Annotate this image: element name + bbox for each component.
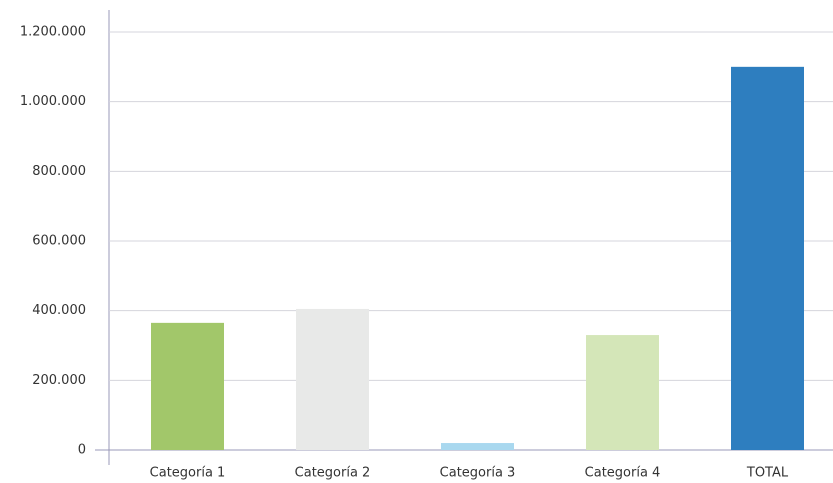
x-tick-label: Categoría 1 [150, 466, 226, 481]
y-tick-label: 1.000.000 [20, 94, 86, 109]
x-tick-label: Categoría 3 [440, 466, 516, 481]
bar [151, 322, 224, 450]
bar [441, 443, 514, 450]
y-tick-label: 0 [78, 443, 86, 458]
y-tick-label: 400.000 [32, 303, 86, 318]
bar [586, 335, 659, 450]
bar [296, 308, 369, 450]
x-tick-label: Categoría 4 [585, 466, 661, 481]
y-tick-label: 1.200.000 [20, 25, 86, 40]
y-tick-label: 200.000 [32, 373, 86, 388]
bar [731, 66, 804, 450]
y-tick-label: 600.000 [32, 234, 86, 249]
x-tick-label: TOTAL [746, 466, 789, 481]
y-tick-label: 800.000 [32, 164, 86, 179]
x-tick-label: Categoría 2 [295, 466, 371, 481]
